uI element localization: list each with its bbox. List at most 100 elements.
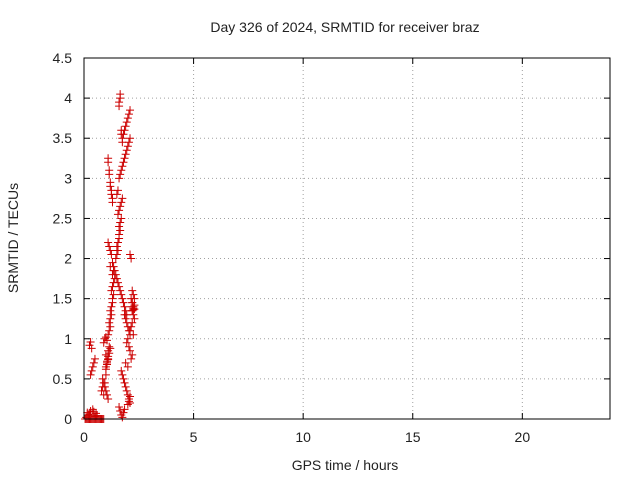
data-point	[126, 134, 135, 143]
data-point	[104, 355, 113, 364]
data-point	[130, 294, 139, 303]
data-point	[120, 302, 129, 311]
data-point	[118, 194, 127, 203]
data-point	[104, 154, 113, 163]
data-point	[120, 154, 129, 163]
data-point	[117, 198, 126, 207]
data-point	[123, 362, 132, 371]
x-tick-label: 5	[190, 429, 198, 445]
y-tick-label: 3	[64, 170, 72, 186]
x-tick-label: 20	[515, 429, 531, 445]
y-tick-label: 1	[64, 331, 72, 347]
data-point	[123, 114, 132, 123]
data-point	[121, 358, 130, 367]
axis-ticks	[83, 57, 610, 420]
data-point	[106, 306, 115, 315]
data-point	[123, 334, 132, 343]
y-tick-label: 4.5	[53, 50, 73, 66]
y-tick-label: 4	[64, 90, 72, 106]
y-tick-label: 2	[64, 251, 72, 267]
data-point	[103, 360, 112, 369]
x-tick-labels: 0 5 10 15 20	[80, 429, 530, 445]
data-point	[130, 314, 139, 323]
y-tick-labels: 0 0.5 1 1.5 2 2.5 3 3.5 4 4.5	[53, 50, 73, 427]
data-point	[128, 350, 137, 359]
data-point	[107, 190, 116, 199]
data-point	[122, 146, 131, 155]
data-point	[113, 278, 122, 287]
data-point	[103, 336, 112, 345]
y-axis-label: SRMTID / TECUs	[5, 183, 21, 293]
data-point	[85, 410, 94, 419]
data-point	[109, 262, 118, 271]
data-point	[124, 397, 133, 406]
data-point	[105, 242, 114, 251]
data-point	[107, 302, 116, 311]
data-point	[86, 337, 95, 346]
data-point	[128, 286, 137, 295]
data-point	[89, 358, 98, 367]
data-point	[107, 310, 116, 319]
data-point	[116, 90, 125, 99]
data-point	[110, 266, 119, 275]
data-point	[122, 318, 131, 327]
data-point	[121, 314, 130, 323]
data-point	[101, 365, 110, 374]
data-point	[126, 250, 135, 259]
data-point	[119, 408, 128, 417]
data-point	[116, 406, 125, 415]
data-point	[115, 174, 124, 183]
grid	[84, 58, 610, 419]
data-point	[117, 366, 126, 375]
data-point	[101, 386, 110, 395]
data-point	[123, 390, 132, 399]
data-point	[129, 290, 138, 299]
data-point	[112, 242, 121, 251]
data-point	[87, 344, 96, 353]
data-point	[105, 318, 114, 327]
data-point	[113, 246, 122, 255]
data-point	[124, 326, 133, 335]
data-point	[106, 182, 115, 191]
data-point	[115, 98, 124, 107]
x-axis-label: GPS time / hours	[292, 457, 399, 473]
data-point	[111, 270, 120, 279]
data-point	[126, 392, 135, 401]
data-point	[123, 400, 132, 409]
data-point	[119, 298, 128, 307]
data-point	[118, 138, 127, 147]
data-point	[130, 305, 139, 314]
data-point	[123, 142, 132, 151]
data-point	[117, 126, 126, 135]
data-point	[88, 362, 97, 371]
data-point	[117, 290, 126, 299]
data-point	[104, 238, 113, 247]
data-point	[105, 349, 114, 358]
data-point	[118, 162, 127, 171]
x-tick-label: 10	[295, 429, 311, 445]
data-point	[108, 294, 117, 303]
data-point	[105, 326, 114, 335]
data-point	[115, 282, 124, 291]
plot-frame	[83, 57, 611, 420]
data-point	[107, 286, 116, 295]
data-point	[87, 366, 96, 375]
data-point	[107, 250, 116, 259]
data-point	[118, 413, 127, 422]
data-point	[106, 246, 115, 255]
data-point	[109, 290, 118, 299]
data-point	[126, 330, 135, 339]
data-point	[126, 106, 135, 115]
data-point	[124, 110, 133, 119]
data-point	[128, 298, 137, 307]
y-tick-label: 3.5	[53, 130, 73, 146]
data-point	[120, 310, 129, 319]
data-point	[101, 333, 110, 342]
data-point	[115, 402, 124, 411]
data-point	[106, 322, 115, 331]
data-point	[115, 206, 124, 215]
data-point	[86, 370, 95, 379]
data-point	[106, 314, 115, 323]
